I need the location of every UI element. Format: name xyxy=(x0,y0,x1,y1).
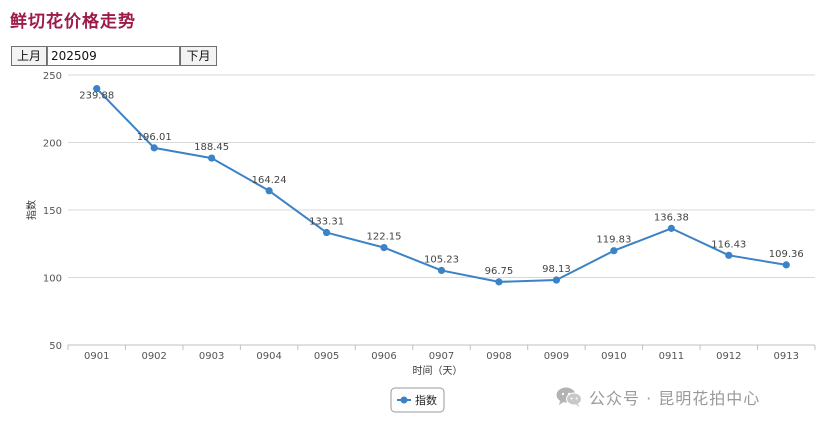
legend-marker xyxy=(400,396,408,404)
data-label: 188.45 xyxy=(194,142,229,153)
x-tick-label: 0905 xyxy=(314,351,339,362)
data-point xyxy=(93,85,101,93)
page-title: 鲜切花价格走势 xyxy=(10,12,136,32)
data-label: 96.75 xyxy=(485,266,514,277)
data-label: 98.13 xyxy=(542,264,571,275)
y-tick-label: 100 xyxy=(43,274,62,285)
y-tick-label: 250 xyxy=(43,71,62,82)
data-point xyxy=(265,187,273,195)
data-label: 196.01 xyxy=(137,132,172,143)
x-tick-label: 0901 xyxy=(84,351,109,362)
x-tick-label: 0908 xyxy=(486,351,511,362)
data-point xyxy=(610,247,618,255)
x-tick-label: 0906 xyxy=(371,351,396,362)
x-tick-label: 0913 xyxy=(774,351,799,362)
data-point xyxy=(495,278,503,286)
x-tick-label: 0910 xyxy=(601,351,626,362)
x-tick-label: 0909 xyxy=(544,351,569,362)
prev-month-button[interactable]: 上月 xyxy=(11,46,47,66)
watermark: 公众号 · 昆明花拍中心 xyxy=(555,384,760,410)
y-axis-title: 指数 xyxy=(25,200,38,220)
data-point xyxy=(150,144,158,152)
x-tick-label: 0912 xyxy=(716,351,741,362)
data-point xyxy=(782,261,790,269)
data-point xyxy=(380,243,388,252)
data-point xyxy=(552,276,561,284)
data-label: 239.88 xyxy=(79,91,114,102)
x-tick-label: 0907 xyxy=(429,351,454,362)
data-point xyxy=(725,251,733,259)
series-line xyxy=(96,87,787,283)
next-month-button[interactable]: 下月 xyxy=(180,46,217,66)
y-tick-label: 150 xyxy=(43,206,62,217)
data-label: 122.15 xyxy=(367,232,402,243)
x-axis-title: 时间（天） xyxy=(413,364,463,377)
legend-label: 指数 xyxy=(415,393,437,407)
wechat-icon xyxy=(556,387,582,407)
data-point xyxy=(208,154,216,162)
x-tick-label: 0904 xyxy=(256,351,281,362)
data-label: 133.31 xyxy=(309,217,344,228)
data-label: 136.38 xyxy=(654,212,689,223)
data-label: 164.24 xyxy=(252,175,287,186)
x-tick-label: 0903 xyxy=(199,351,224,362)
data-label: 105.23 xyxy=(424,254,459,265)
data-label: 109.36 xyxy=(769,249,804,260)
data-label: 119.83 xyxy=(596,235,631,246)
y-tick-label: 200 xyxy=(43,139,62,150)
legend-box xyxy=(390,387,445,413)
month-input[interactable] xyxy=(47,46,180,66)
data-point xyxy=(667,224,675,232)
data-label: 116.43 xyxy=(711,239,746,250)
y-tick-label: 50 xyxy=(49,341,62,352)
watermark-text: 公众号 · 昆明花拍中心 xyxy=(589,389,761,408)
x-tick-label: 0902 xyxy=(141,351,166,362)
data-point xyxy=(322,228,331,237)
x-tick-label: 0911 xyxy=(659,351,684,362)
data-point xyxy=(437,266,446,275)
